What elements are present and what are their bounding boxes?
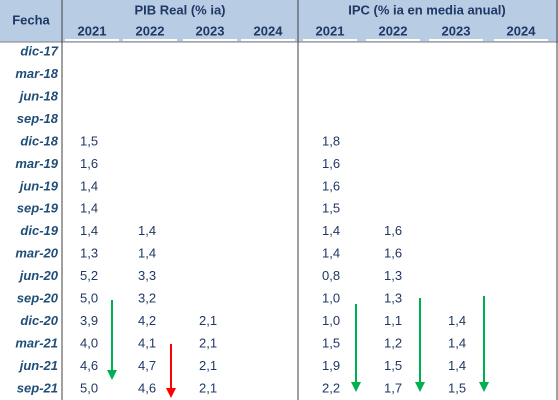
ipc-value: 1,7 — [384, 380, 402, 395]
date-label: mar-19 — [15, 156, 58, 171]
year-header: 2024 — [254, 23, 284, 38]
ipc-value: 1,9 — [322, 358, 340, 373]
year-header: 2021 — [316, 23, 345, 38]
pib-value: 5,2 — [80, 268, 98, 283]
year-header: 2021 — [78, 23, 107, 38]
ipc-value: 1,3 — [384, 268, 402, 283]
date-label: jun-21 — [18, 358, 58, 373]
ipc-value: 1,4 — [448, 358, 466, 373]
ipc-value: 1,5 — [322, 336, 340, 351]
pib-value: 4,0 — [80, 336, 98, 351]
year-header: 2024 — [507, 23, 537, 38]
pib-value: 3,3 — [138, 268, 156, 283]
ipc-value: 1,8 — [322, 133, 340, 148]
ipc-value: 1,4 — [448, 336, 466, 351]
pib-value: 4,7 — [138, 358, 156, 373]
ipc-value: 1,0 — [322, 313, 340, 328]
ipc-value: 1,5 — [322, 201, 340, 216]
date-label: sep-21 — [17, 380, 58, 395]
header-fecha: Fecha — [12, 12, 50, 27]
pib-value: 5,0 — [80, 380, 98, 395]
pib-value: 1,4 — [80, 201, 98, 216]
pib-value: 1,4 — [80, 178, 98, 193]
pib-value: 2,1 — [199, 380, 217, 395]
pib-value: 1,4 — [138, 223, 156, 238]
ipc-value: 1,5 — [384, 358, 402, 373]
pib-value: 1,4 — [80, 223, 98, 238]
arrows — [107, 296, 489, 398]
pib-value: 1,5 — [80, 133, 98, 148]
ipc-value: 1,6 — [322, 178, 340, 193]
header-ipc: IPC (% ia en media anual) — [348, 2, 506, 17]
header-bg — [0, 0, 558, 42]
date-label: sep-20 — [17, 291, 59, 306]
date-label: dic-18 — [20, 133, 58, 148]
date-label: jun-19 — [18, 178, 59, 193]
year-header: 2022 — [136, 23, 165, 38]
ipc-value: 1,2 — [384, 336, 402, 351]
ipc-value: 1,5 — [448, 380, 466, 395]
year-header: 2022 — [379, 23, 408, 38]
pib-value: 3,9 — [80, 313, 98, 328]
ipc-value: 1,4 — [322, 246, 340, 261]
pib-value: 2,1 — [199, 358, 217, 373]
pib-value: 5,0 — [80, 291, 98, 306]
date-label: jun-18 — [18, 88, 59, 103]
ipc-value: 1,6 — [384, 223, 402, 238]
pib-value: 3,2 — [138, 291, 156, 306]
pib-value: 4,6 — [138, 380, 156, 395]
date-label: dic-17 — [20, 43, 58, 58]
header-pib: PIB Real (% ia) — [134, 2, 225, 17]
date-label: sep-19 — [17, 201, 59, 216]
ipc-value: 1,0 — [322, 291, 340, 306]
ipc-value: 1,4 — [448, 313, 466, 328]
ipc-value: 2,2 — [322, 380, 340, 395]
date-label: mar-20 — [15, 246, 58, 261]
pib-value: 1,4 — [138, 246, 156, 261]
ipc-value: 0,8 — [322, 268, 340, 283]
date-label: dic-19 — [20, 223, 58, 238]
year-header: 2023 — [442, 23, 471, 38]
ipc-value: 1,4 — [322, 223, 340, 238]
ipc-value: 1,6 — [322, 156, 340, 171]
ipc-value: 1,6 — [384, 246, 402, 261]
ipc-value: 1,3 — [384, 291, 402, 306]
date-label: sep-18 — [17, 111, 59, 126]
pib-value: 4,2 — [138, 313, 156, 328]
pib-value: 1,3 — [80, 246, 98, 261]
pib-value: 4,1 — [138, 336, 156, 351]
pib-value: 1,6 — [80, 156, 98, 171]
year-header: 2023 — [196, 23, 225, 38]
pib-value: 2,1 — [199, 313, 217, 328]
ipc-value: 1,1 — [384, 313, 402, 328]
date-label: mar-21 — [15, 336, 58, 351]
date-label: jun-20 — [18, 268, 59, 283]
pib-value: 2,1 — [199, 336, 217, 351]
date-label: mar-18 — [15, 66, 58, 81]
pib-value: 4,6 — [80, 358, 98, 373]
date-label: dic-20 — [20, 313, 58, 328]
